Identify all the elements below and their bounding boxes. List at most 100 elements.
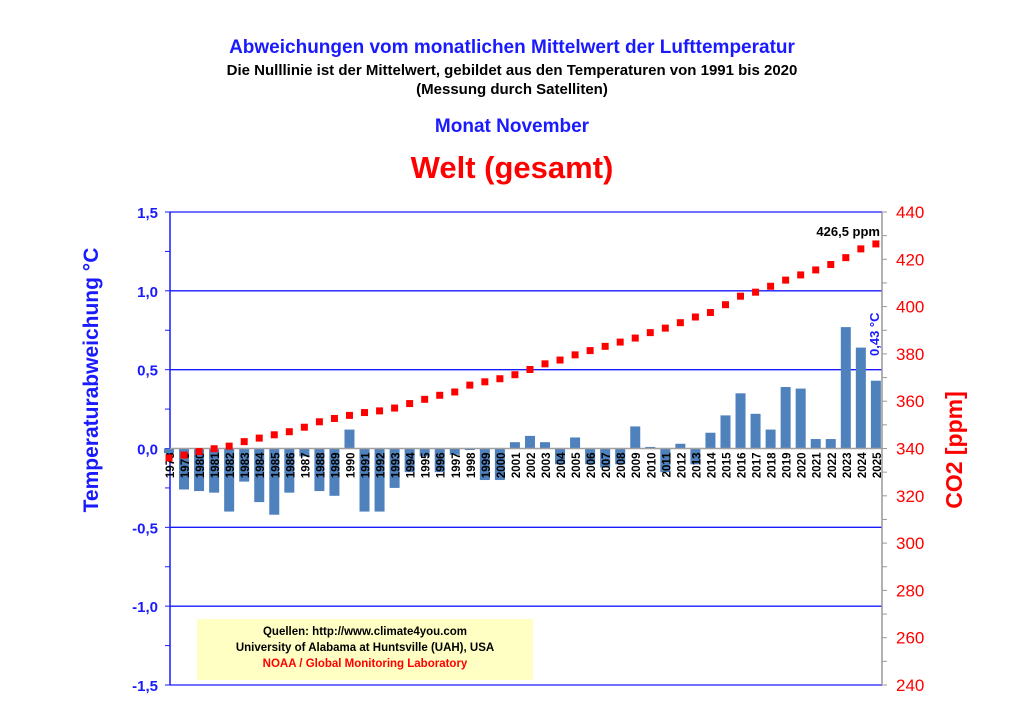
year-label: 2000 — [496, 453, 508, 479]
year-label: 2021 — [812, 452, 824, 478]
temp-bar — [404, 448, 415, 473]
co2-point — [451, 388, 459, 396]
co2-point — [330, 414, 338, 422]
co2-point — [631, 334, 639, 342]
year-label: 2023 — [842, 453, 854, 479]
co2-point — [496, 375, 504, 383]
right-axis-title: CO2 [ppm] — [941, 391, 967, 509]
year-label: 2022 — [827, 453, 839, 479]
co2-point — [511, 371, 519, 379]
temp-bar — [254, 448, 265, 503]
temp-bar — [299, 448, 310, 457]
year-label: 2018 — [767, 452, 779, 478]
temp-bar — [555, 448, 566, 465]
temp-bar — [735, 393, 746, 449]
year-label: 2004 — [556, 452, 568, 478]
right-tick-label: 340 — [896, 440, 924, 459]
year-label: 2016 — [737, 453, 749, 479]
temp-bar — [660, 448, 671, 473]
temp-bar — [434, 448, 445, 473]
co2-point — [842, 254, 850, 262]
year-label: 1980 — [195, 453, 207, 479]
temp-bar — [479, 448, 490, 481]
co2-point — [481, 378, 489, 386]
co2-point — [812, 266, 820, 274]
co2-point — [616, 338, 624, 346]
temp-bar — [720, 415, 731, 449]
co2-point — [526, 366, 534, 374]
year-label: 1990 — [345, 453, 357, 479]
year-label: 1983 — [240, 453, 252, 479]
region-label: Welt (gesamt) — [410, 150, 614, 185]
year-label: 1991 — [361, 452, 373, 478]
source-line-1: Quellen: http://www.climate4you.com — [262, 626, 468, 638]
temp-bar — [870, 380, 881, 449]
right-tick-label: 320 — [896, 487, 924, 506]
temp-bar — [840, 327, 851, 449]
source-line-2: University of Alabama at Huntsville (UAH… — [235, 642, 495, 654]
right-tick-label: 260 — [896, 629, 924, 648]
co2-point — [361, 409, 369, 417]
co2-point — [752, 288, 760, 296]
year-label: 2009 — [631, 453, 643, 479]
temp-bar — [585, 448, 596, 465]
co2-last-annotation: 426,5 ppm — [816, 224, 880, 239]
left-tick-label: -0,5 — [132, 520, 158, 537]
year-label: 2007 — [601, 453, 613, 479]
left-tick-label: -1,0 — [132, 599, 158, 616]
source-line-3: NOAA / Global Monitoring Laboratory — [262, 658, 468, 670]
temp-bar — [449, 448, 460, 455]
temp-bar — [810, 439, 821, 449]
co2-point — [857, 245, 865, 253]
left-tick-label: 0,5 — [137, 363, 158, 380]
co2-point — [270, 431, 278, 439]
temp-bar — [344, 429, 355, 449]
year-label: 1992 — [376, 453, 388, 479]
year-label: 1987 — [300, 453, 312, 479]
year-label: 1998 — [466, 452, 478, 478]
year-label: 2011 — [661, 452, 673, 478]
co2-point — [210, 445, 218, 453]
temp-bar — [705, 432, 716, 449]
year-label: 1982 — [225, 453, 237, 479]
right-tick-label: 280 — [896, 581, 924, 600]
year-label: 1999 — [481, 453, 493, 479]
chart-subtitle: Die Nulllinie ist der Mittelwert, gebild… — [226, 62, 798, 79]
co2-point — [767, 282, 775, 290]
co2-point — [195, 448, 203, 456]
temp-bar — [630, 426, 641, 449]
temp-bar — [239, 448, 250, 482]
temp-bar — [509, 442, 520, 449]
temp-bar — [855, 347, 866, 449]
right-tick-label: 240 — [896, 676, 924, 695]
year-label: 2017 — [752, 453, 764, 479]
co2-point — [541, 360, 549, 368]
co2-point — [571, 351, 579, 359]
co2-point — [556, 356, 564, 364]
temp-bar — [419, 448, 430, 457]
temp-bar — [540, 442, 550, 449]
temp-bar — [359, 448, 370, 512]
co2-point — [436, 391, 444, 399]
year-label: 2013 — [691, 453, 703, 479]
temp-bar — [765, 429, 776, 449]
co2-point — [691, 313, 699, 321]
temp-bar — [464, 448, 475, 451]
year-label: 2025 — [872, 452, 884, 478]
year-label: 1993 — [391, 453, 403, 479]
left-tick-label: 0,0 — [137, 442, 158, 459]
right-tick-label: 400 — [896, 298, 924, 317]
year-label: 2010 — [646, 453, 658, 479]
year-label: 1994 — [406, 452, 418, 478]
temp-bar — [825, 439, 836, 449]
left-tick-label: 1,0 — [137, 284, 158, 301]
co2-point — [406, 400, 414, 408]
year-label: 2005 — [571, 452, 583, 478]
co2-point — [315, 418, 323, 426]
right-tick-label: 380 — [896, 345, 924, 364]
co2-point — [601, 342, 609, 350]
temp-bar — [570, 437, 581, 449]
year-label: 2015 — [721, 452, 733, 478]
chart-title: Abweichungen vom monatlichen Mittelwert … — [229, 37, 795, 58]
year-label: 2012 — [676, 453, 688, 479]
